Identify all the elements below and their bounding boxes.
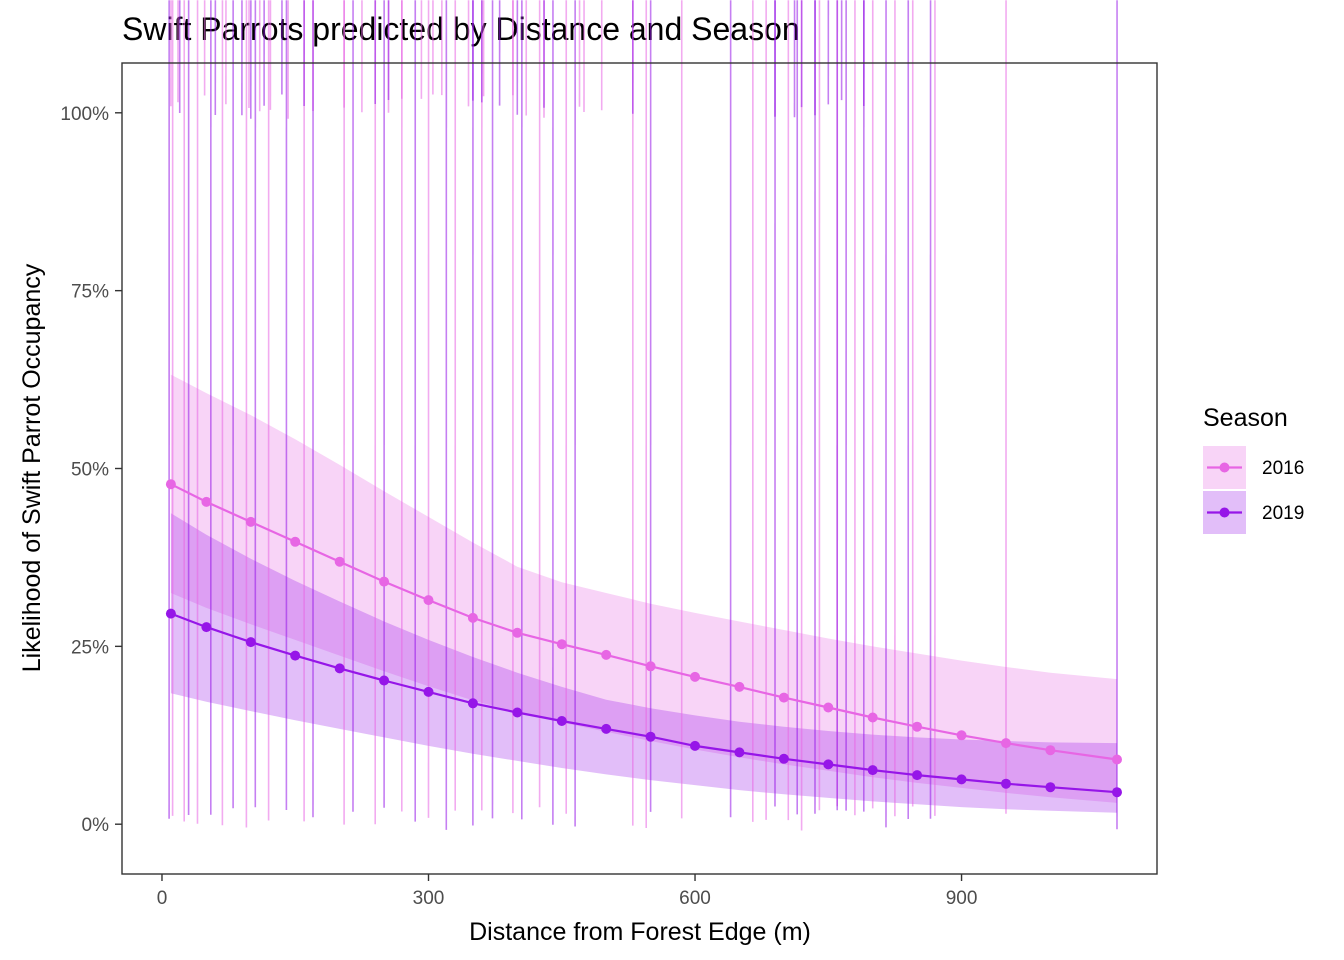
x-tick-label: 0	[157, 888, 168, 909]
legend-title: Season	[1203, 404, 1288, 432]
fit-point-2019	[290, 650, 301, 661]
legend: Season 2016 2019	[1203, 404, 1304, 534]
fit-point-2019	[690, 740, 700, 751]
x-tick-label: 600	[679, 888, 711, 909]
y-tick-label: 100%	[60, 104, 109, 125]
fit-point-2016	[1045, 745, 1056, 756]
y-axis-title: Likelihood of Swift Parrot Occupancy	[18, 263, 46, 672]
fit-point-2016	[601, 649, 612, 660]
fit-point-2016	[645, 661, 656, 672]
fit-point-2019	[556, 716, 567, 726]
fit-point-2019	[245, 637, 256, 648]
fit-point-2016	[556, 639, 567, 650]
fit-point-2019	[1001, 778, 1011, 789]
fit-point-2019	[1045, 782, 1056, 793]
y-axis: 0% 25% 50% 75% 100%	[60, 104, 122, 836]
fit-point-2016	[379, 576, 390, 587]
fit-point-2019	[912, 770, 923, 781]
legend-label-2016: 2016	[1262, 458, 1304, 479]
fit-point-2016	[165, 479, 176, 490]
fit-point-2019	[423, 686, 434, 697]
fit-point-2019	[734, 747, 745, 758]
fit-point-2019	[778, 753, 789, 764]
x-axis-title: Distance from Forest Edge (m)	[469, 918, 811, 946]
fit-point-2016	[1001, 738, 1011, 749]
y-tick-label: 75%	[71, 282, 109, 303]
y-tick-label: 25%	[71, 637, 109, 658]
fit-point-2019	[823, 759, 834, 770]
fit-line-2019	[170, 612, 1118, 794]
fit-lines	[170, 483, 1118, 794]
x-tick-label: 900	[946, 888, 978, 909]
fit-point-2019	[1112, 787, 1122, 798]
fit-point-2016	[201, 496, 212, 507]
fit-point-2019	[601, 723, 612, 734]
fit-point-2019	[467, 698, 478, 709]
fit-point-2016	[867, 712, 878, 723]
fit-line-2016	[170, 483, 1118, 761]
fit-point-2016	[467, 612, 478, 623]
fit-point-2016	[956, 730, 967, 741]
fit-point-2016	[734, 681, 745, 692]
fit-point-2016	[778, 692, 789, 703]
fit-point-2016	[334, 556, 345, 567]
y-tick-label: 0%	[82, 815, 110, 836]
fit-point-2019	[512, 707, 523, 718]
fit-point-2019	[867, 765, 878, 776]
x-tick-label: 300	[413, 888, 445, 909]
fit-point-2019	[645, 731, 656, 742]
confidence-band-2016	[170, 374, 1117, 803]
fit-point-2016	[1112, 754, 1122, 765]
legend-label-2019: 2019	[1262, 503, 1304, 524]
fit-point-2016	[512, 627, 523, 638]
fit-point-2016	[245, 516, 256, 527]
fit-point-2019	[379, 675, 390, 686]
fit-point-2019	[956, 774, 967, 785]
chart-title: Swift Parrots predicted by Distance and …	[122, 11, 800, 47]
fit-point-2016	[912, 721, 923, 732]
fit-point-2016	[290, 536, 301, 547]
x-axis: 0 300 600 900	[157, 874, 978, 909]
y-tick-label: 50%	[71, 460, 109, 481]
fit-point-2019	[165, 608, 176, 619]
observation-markers	[168, 0, 1118, 831]
fit-point-2016	[690, 671, 700, 682]
legend-key-point-2016	[1219, 462, 1230, 473]
legend-key-point-2019	[1219, 507, 1230, 518]
fit-point-2016	[423, 595, 434, 606]
fit-point-2016	[823, 702, 834, 713]
fit-point-2019	[334, 663, 345, 674]
fit-point-2019	[201, 622, 212, 633]
fit-points	[165, 479, 1122, 798]
confidence-bands	[170, 374, 1117, 813]
confidence-band-2019	[170, 513, 1117, 813]
